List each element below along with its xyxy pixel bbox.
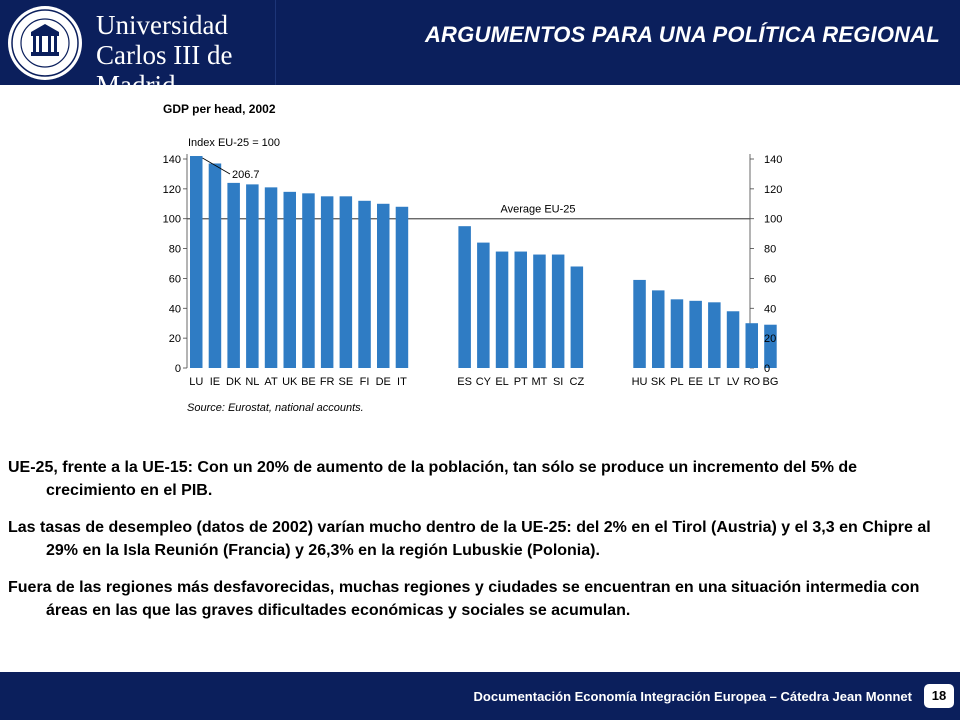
bar-cy (477, 242, 490, 368)
header-bar: Universidad Carlos III de Madrid ARGUMEN… (0, 0, 960, 100)
x-tick-label-hu: HU (632, 376, 648, 388)
y-tick-label-right: 80 (764, 244, 776, 256)
x-tick-label-mt: MT (532, 376, 548, 388)
y-tick-label-right: 40 (764, 303, 776, 315)
university-seal-icon (8, 6, 82, 80)
y-tick-label-left: 60 (169, 273, 181, 285)
bar-at (264, 187, 278, 368)
y-tick-label-left: 0 (175, 363, 181, 375)
x-tick-label-dk: DK (226, 376, 242, 388)
university-name: Universidad Carlos III de Madrid (96, 10, 275, 100)
bar-nl (246, 184, 259, 368)
x-tick-label-nl: NL (245, 376, 259, 388)
y-tick-label-right: 100 (764, 214, 782, 226)
university-logo: Universidad Carlos III de Madrid (0, 0, 276, 100)
x-tick-label-fi: FI (360, 376, 370, 388)
bar-el (495, 251, 509, 368)
y-tick-label-left: 100 (163, 214, 181, 226)
bar-lv (726, 311, 740, 368)
x-tick-label-si: SI (553, 376, 563, 388)
y-tick-label-right: 140 (764, 154, 782, 166)
x-tick-label-pt: PT (514, 376, 528, 388)
bar-fr (320, 196, 334, 368)
bar-it (395, 206, 409, 368)
y-tick-label-left: 20 (169, 333, 181, 345)
average-label: Average EU-25 (500, 204, 575, 216)
body-text: UE-25, frente a la UE-15: Con un 20% de … (8, 456, 948, 636)
footer-text: Documentación Economía Integración Europ… (473, 689, 912, 704)
y-tick-label-left: 140 (163, 154, 181, 166)
y-tick-label-left: 120 (163, 184, 181, 196)
bar-dk (227, 182, 240, 368)
bar-de (377, 203, 390, 368)
x-tick-label-es: ES (457, 376, 472, 388)
x-tick-label-pl: PL (670, 376, 683, 388)
x-tick-label-ie: IE (210, 376, 220, 388)
gdp-chart: GDP per head, 2002 Index EU-25 = 100 Sou… (150, 95, 790, 425)
bar-si (551, 254, 565, 368)
x-tick-label-el: EL (495, 376, 508, 388)
slide-title: ARGUMENTOS PARA UNA POLÍTICA REGIONAL (424, 22, 940, 47)
bar-ee (689, 300, 702, 368)
x-tick-label-lt: LT (708, 376, 720, 388)
bar-mt (533, 254, 546, 368)
bar-se (339, 196, 353, 368)
bar-pt (514, 251, 527, 368)
page-number: 18 (924, 684, 954, 708)
y-tick-label-left: 80 (169, 244, 181, 256)
x-tick-label-cz: CZ (570, 376, 585, 388)
x-tick-label-ro: RO (744, 376, 761, 388)
chart-title: GDP per head, 2002 (163, 102, 276, 116)
bar-pl (670, 299, 684, 368)
bar-ro (745, 323, 758, 368)
y-tick-label-right: 60 (764, 273, 776, 285)
y-tick-label-left: 40 (169, 303, 181, 315)
bar-fi (358, 200, 371, 368)
annotation-label: 206.7 (232, 169, 260, 181)
bar-cz (570, 266, 584, 368)
university-name-line2: Carlos III de Madrid (96, 40, 233, 100)
chart-index-label: Index EU-25 = 100 (188, 137, 280, 149)
x-tick-label-de: DE (376, 376, 391, 388)
bar-ie (208, 163, 222, 368)
y-tick-label-right: 120 (764, 184, 782, 196)
bar-uk (283, 191, 296, 368)
x-tick-label-at: AT (264, 376, 278, 388)
x-tick-label-bg: BG (762, 376, 778, 388)
y-tick-label-right: 20 (764, 333, 776, 345)
x-tick-label-se: SE (339, 376, 354, 388)
annotation-arrow (202, 157, 231, 175)
paragraph-2: Las tasas de desempleo (datos de 2002) v… (8, 519, 931, 559)
bar-bg (764, 324, 777, 368)
x-tick-label-fr: FR (320, 376, 335, 388)
x-tick-label-it: IT (397, 376, 407, 388)
bar-hu (633, 279, 646, 368)
y-tick-label-right: 0 (764, 363, 770, 375)
x-tick-label-sk: SK (651, 376, 666, 388)
footer-bar: Documentación Economía Integración Europ… (0, 672, 960, 720)
paragraph-1: UE-25, frente a la UE-15: Con un 20% de … (8, 459, 858, 499)
university-name-line1: Universidad (96, 10, 228, 40)
bar-be (302, 193, 315, 368)
x-tick-label-ee: EE (688, 376, 703, 388)
x-tick-label-be: BE (301, 376, 316, 388)
bar-lt (708, 302, 721, 368)
gdp-bar-chart: GDP per head, 2002 Index EU-25 = 100 Sou… (163, 102, 783, 414)
paragraph-3: Fuera de las regiones más desfavorecidas… (8, 579, 920, 619)
chart-source: Source: Eurostat, national accounts. (187, 402, 364, 414)
x-tick-label-cy: CY (476, 376, 492, 388)
x-tick-label-lv: LV (727, 376, 740, 388)
x-tick-label-lu: LU (189, 376, 203, 388)
bar-sk (652, 290, 665, 368)
x-tick-label-uk: UK (282, 376, 298, 388)
bar-lu (190, 156, 203, 368)
bar-es (458, 226, 471, 368)
